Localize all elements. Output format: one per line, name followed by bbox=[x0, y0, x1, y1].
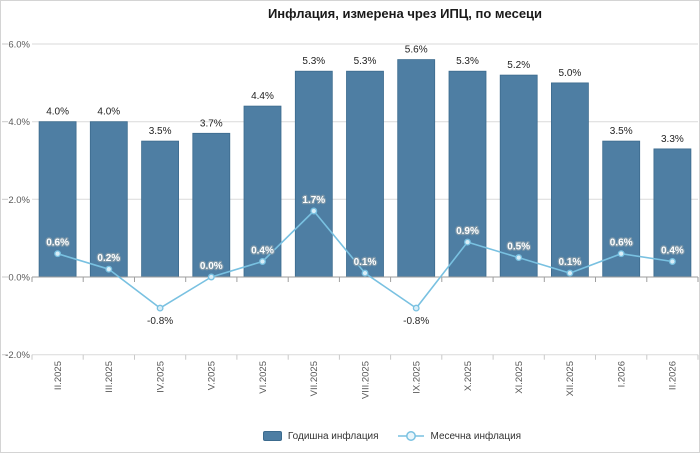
line-point bbox=[464, 238, 471, 246]
x-axis-label: VI.2025 bbox=[258, 361, 269, 394]
bar-value-label: 4.0% bbox=[46, 107, 69, 118]
line-point bbox=[156, 304, 164, 312]
line-point bbox=[412, 304, 420, 312]
legend-label-annual-inflation: Годишна инфлация bbox=[287, 430, 379, 442]
y-axis-label: 4.0% bbox=[8, 117, 30, 128]
bar bbox=[192, 132, 231, 278]
line-point bbox=[54, 250, 62, 258]
x-axis-label: VII.2025 bbox=[309, 361, 320, 396]
legend-marker-circle bbox=[405, 431, 416, 441]
line-point-label: -0.8% bbox=[403, 316, 429, 327]
line-point-label: 0.4% bbox=[661, 246, 684, 257]
line-point bbox=[617, 250, 625, 258]
line-point-label: 0.1% bbox=[354, 257, 377, 268]
bar bbox=[346, 70, 384, 278]
y-axis-label: 0.0% bbox=[8, 273, 30, 284]
bar bbox=[499, 74, 538, 278]
x-axis-label: II.2025 bbox=[53, 361, 64, 390]
line-series-marker bbox=[397, 431, 424, 441]
y-axis-label: 6.0% bbox=[8, 40, 30, 51]
line-point bbox=[207, 273, 215, 281]
line-point bbox=[515, 254, 523, 262]
x-axis-label: VIII.2025 bbox=[360, 361, 371, 399]
legend-item-monthly-inflation: Месечна инфлация bbox=[397, 430, 522, 442]
legend-item-annual-inflation: Годишна инфлация bbox=[262, 430, 379, 442]
bar bbox=[653, 148, 692, 278]
line-point-label: 0.6% bbox=[610, 238, 633, 249]
x-axis-label: II.2026 bbox=[668, 361, 679, 390]
x-axis-label: III.2025 bbox=[104, 361, 115, 393]
bar-value-label: 5.3% bbox=[354, 56, 377, 67]
line-point-label: 0.9% bbox=[456, 226, 479, 237]
line-point-label: 0.6% bbox=[46, 238, 69, 249]
line-point bbox=[566, 269, 574, 277]
bar-value-label: 5.2% bbox=[507, 60, 530, 71]
bar-value-label: 3.5% bbox=[610, 126, 633, 137]
chart-title: Инфлация, измерена чрез ИПЦ, по месеци bbox=[267, 6, 543, 21]
line-point-label: 0.2% bbox=[97, 253, 120, 264]
x-axis-label: X.2025 bbox=[463, 361, 474, 391]
y-axis-label: 2.0% bbox=[8, 195, 30, 206]
bar-value-label: 5.6% bbox=[405, 45, 428, 56]
line-point bbox=[105, 265, 113, 273]
bar-series-swatch bbox=[262, 431, 282, 441]
legend-label-monthly-inflation: Месечна инфлация bbox=[430, 430, 522, 442]
line-point bbox=[668, 258, 676, 265]
bar bbox=[294, 70, 333, 278]
x-axis-label: I.2026 bbox=[617, 361, 628, 387]
bar-value-label: 3.5% bbox=[149, 126, 172, 137]
bar-value-label: 5.0% bbox=[559, 68, 582, 79]
bar-value-label: 3.7% bbox=[200, 118, 223, 129]
bar bbox=[141, 140, 180, 278]
line-point bbox=[259, 258, 266, 265]
line-point bbox=[310, 207, 318, 215]
line-point-label: 0.5% bbox=[507, 242, 530, 253]
line-point-label: 1.7% bbox=[302, 195, 325, 206]
bar bbox=[89, 121, 128, 278]
x-axis-label: XI.2025 bbox=[514, 361, 525, 394]
legend: Годишна инфлация Месечна инфлация bbox=[1, 425, 699, 447]
line-point-label: 0.1% bbox=[559, 257, 582, 268]
x-axis-label: V.2025 bbox=[207, 361, 218, 390]
bar-value-label: 4.4% bbox=[251, 91, 274, 102]
bar-value-label: 3.3% bbox=[661, 134, 684, 145]
line-point bbox=[361, 269, 369, 277]
bar bbox=[397, 59, 436, 278]
y-axis-label: -2.0% bbox=[5, 350, 30, 361]
x-axis-label: XII.2025 bbox=[565, 361, 576, 396]
bar-value-label: 5.3% bbox=[302, 56, 325, 67]
bar bbox=[551, 82, 589, 278]
line-point-label: 0.4% bbox=[251, 246, 274, 257]
bar-value-label: 4.0% bbox=[97, 107, 120, 118]
x-axis-label: IV.2025 bbox=[155, 361, 166, 393]
line-point-label: -0.8% bbox=[147, 316, 173, 327]
bar-value-label: 5.3% bbox=[456, 56, 479, 67]
line-point-label: 0.0% bbox=[200, 261, 223, 272]
x-axis-label: IX.2025 bbox=[412, 361, 423, 394]
bar bbox=[243, 105, 282, 278]
